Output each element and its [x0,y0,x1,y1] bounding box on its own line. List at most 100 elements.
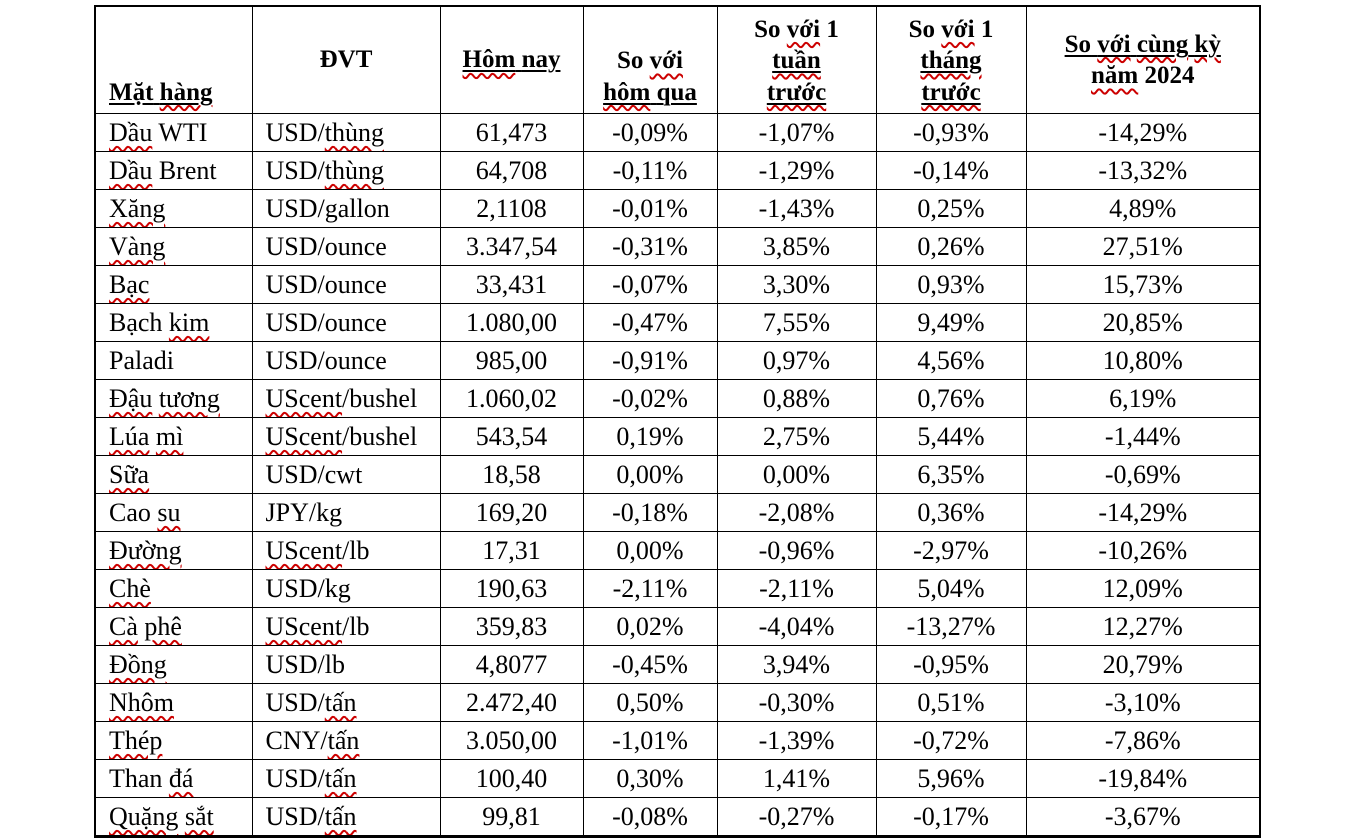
cell-vs-2024: -14,29% [1025,493,1261,532]
cell-vs-week: 3,94% [716,645,877,684]
header-line: hôm qua [603,78,697,106]
cell-unit: JPY/kg [251,493,441,532]
cell-name: Dầu WTI [94,113,253,152]
cell-vs-week: -1,39% [716,721,877,760]
header-line: ĐVT [319,46,373,74]
cell-vs-month: -0,95% [875,645,1027,684]
misspelled-word: với [1097,30,1131,58]
cell-vs-month: -13,27% [875,607,1027,646]
cell-unit: UScent/lb [251,607,441,646]
cell-vs-week: -0,30% [716,683,877,722]
cell-vs-week: -2,11% [716,569,877,608]
cell-unit: USD/ounce [251,303,441,342]
cell-vs-2024: 12,09% [1025,569,1261,608]
cell-vs-yesterday: 0,30% [582,759,718,798]
cell-vs-yesterday: 0,19% [582,417,718,456]
cell-vs-month: -0,72% [875,721,1027,760]
cell-vs-week: 3,85% [716,227,877,266]
cell-unit: USD/ounce [251,265,441,304]
cell-vs-2024: 10,80% [1025,341,1261,380]
cell-unit: USD/tấn [251,683,441,722]
cell-name: Đồng [94,645,253,684]
cell-name: Sữa [94,455,253,494]
misspelled-word: Hôm [462,46,516,74]
header-cell-so-voi-hom-qua: So với hôm qua [582,5,718,114]
misspelled-word: Bạc [109,269,150,299]
cell-vs-2024: -14,29% [1025,113,1261,152]
misspelled-word: với [786,15,821,43]
cell-vs-week: 2,75% [716,417,877,456]
header-line: Mặt hàng [109,78,213,106]
cell-vs-yesterday: -0,01% [582,189,718,228]
cell-vs-2024: -1,44% [1025,417,1261,456]
misspelled-word: kỳ [1194,30,1221,58]
misspelled-word: Chè [109,573,151,603]
table-row: Bạch kim USD/ounce 1.080,00 -0,47% 7,55% 9,49… [94,303,1261,342]
cell-unit: USD/kg [251,569,441,608]
cell-vs-month: 6,35% [875,455,1027,494]
table-row: Thép CNY/tấn 3.050,00 -1,01% -1,39% -0,72% -7,… [94,721,1261,760]
misspelled-word: sắt [184,801,214,831]
misspelled-word: tấn [324,763,357,793]
cell-vs-week: -1,43% [716,189,877,228]
cell-unit: UScent/bushel [251,417,441,456]
cell-name: Thép [94,721,253,760]
cell-vs-month: -0,14% [875,151,1027,190]
cell-today: 61,473 [439,113,584,152]
cell-unit: UScent/lb [251,531,441,570]
table-row: Đậu tương UScent/bushel 1.060,02 -0,02% 0,88… [94,379,1261,418]
header-line: tuần [722,45,872,77]
misspelled-word: năm [1091,62,1139,89]
cell-vs-week: 3,30% [716,265,877,304]
table-row: Cà phê UScent/lb 359,83 0,02% -4,04% -13,27% 1… [94,607,1261,646]
cell-vs-2024: 4,89% [1025,189,1261,228]
misspelled-word: với [941,15,975,43]
table-row: Lúa mì UScent/bushel 543,54 0,19% 2,75% 5,44%… [94,417,1261,456]
cell-unit: USD/gallon [251,189,441,228]
cell-vs-yesterday: -1,01% [582,721,718,760]
misspelled-word: Nhôm [109,687,174,717]
cell-vs-2024: 6,19% [1025,379,1261,418]
table-row: Vàng USD/ounce 3.347,54 -0,31% 3,85% 0,26% 27,… [94,227,1261,266]
table-row: Than đá USD/tấn 100,40 0,30% 1,41% 5,96% -19,8… [94,759,1261,798]
cell-today: 64,708 [439,151,584,190]
cell-vs-week: -1,29% [716,151,877,190]
commodity-price-table: Mặt hàng ĐVT Hôm nay So với hôm qua So với 1 t… [94,5,1261,838]
cell-name: Đậu tương [94,379,253,418]
misspelled-word: UScent [265,421,343,451]
cell-vs-2024: 15,73% [1025,265,1261,304]
header-cell-so-voi-cung-ky-nam-2024: So với cùng kỳ năm 2024 [1025,5,1261,114]
header-cell-so-voi-1-thang-truoc: So với 1 tháng trước [875,5,1027,114]
cell-vs-yesterday: 0,02% [582,607,718,646]
cell-name: Quặng sắt [94,797,253,837]
misspelled-word: Đồng [109,649,167,679]
cell-vs-week: -0,27% [716,797,877,837]
misspelled-word: tấn [324,687,357,717]
misspelled-word: Dầu [109,117,153,147]
cell-vs-2024: -19,84% [1025,759,1261,798]
table-row: Đường UScent/lb 17,31 0,00% -0,96% -2,97% -10,… [94,531,1261,570]
cell-vs-2024: -0,69% [1025,455,1261,494]
cell-vs-2024: -3,67% [1025,797,1261,837]
misspelled-word: tương [158,383,220,413]
misspelled-word: Dầu [109,155,153,185]
header-cell-mat-hang: Mặt hàng [94,5,253,114]
misspelled-word: Vàng [109,231,166,261]
cell-vs-week: 0,97% [716,341,877,380]
header-cell-hom-nay: Hôm nay [439,5,584,114]
table-row: Chè USD/kg 190,63 -2,11% -2,11% 5,04% 12,09% [94,569,1261,608]
cell-vs-month: 4,56% [875,341,1027,380]
cell-today: 543,54 [439,417,584,456]
cell-today: 985,00 [439,341,584,380]
cell-vs-yesterday: -0,11% [582,151,718,190]
cell-today: 1.060,02 [439,379,584,418]
cell-vs-yesterday: -0,47% [582,303,718,342]
misspelled-word: thùng [324,117,384,147]
misspelled-word: tấn [324,801,357,831]
misspelled-word: Sữa [109,459,150,489]
misspelled-word: UScent [265,535,343,565]
cell-name: Nhôm [94,683,253,722]
cell-today: 18,58 [439,455,584,494]
table-row: Đồng USD/lb 4,8077 -0,45% 3,94% -0,95% 20,79% [94,645,1261,684]
